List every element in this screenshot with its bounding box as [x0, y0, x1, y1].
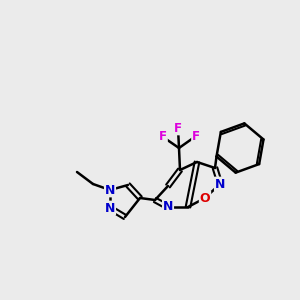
- Text: O: O: [200, 191, 210, 205]
- Text: F: F: [174, 122, 182, 134]
- Text: N: N: [215, 178, 225, 190]
- Text: N: N: [105, 184, 115, 196]
- Text: F: F: [159, 130, 167, 143]
- Text: N: N: [163, 200, 173, 214]
- Text: F: F: [192, 130, 200, 142]
- Text: N: N: [105, 202, 115, 214]
